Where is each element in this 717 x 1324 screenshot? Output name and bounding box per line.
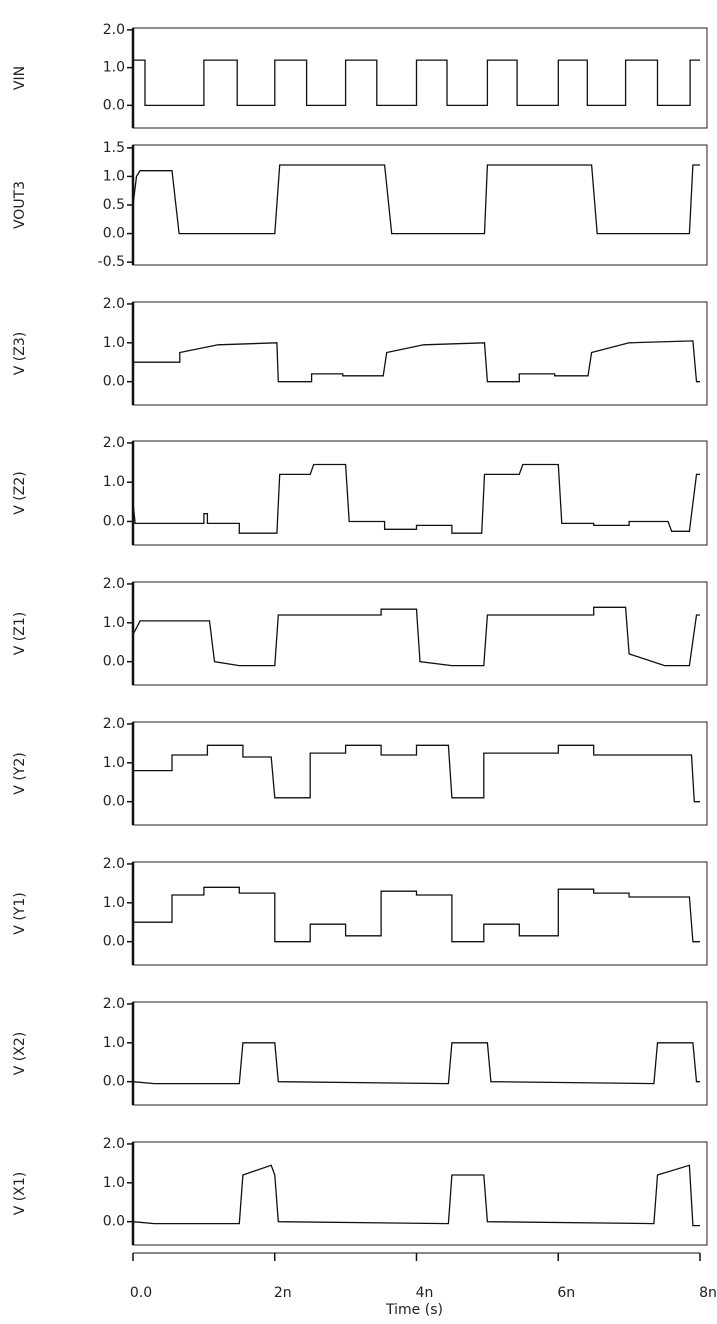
plot-frame (133, 722, 707, 825)
y-axis-label: V (Y2) (12, 752, 28, 794)
y-tick-label: 1.0 (103, 474, 125, 490)
plot-frame (133, 1142, 707, 1245)
x-tick-label: 6n (557, 1285, 575, 1301)
y-axis-label: V (Z3) (12, 332, 28, 375)
x-tick-label: 2n (274, 1285, 292, 1301)
y-axis-label: V (X1) (12, 1172, 28, 1215)
x-tick-label: 8n (699, 1285, 717, 1301)
x-axis-label: Time (s) (385, 1302, 443, 1318)
y-tick-label: 0.0 (103, 513, 125, 529)
y-axis-label: VOUT3 (12, 181, 28, 229)
plot-frame (133, 28, 707, 128)
y-tick-label: 2.0 (103, 22, 125, 38)
plot-frame (133, 582, 707, 685)
y-tick-label: 2.0 (103, 435, 125, 451)
waveform (133, 887, 700, 941)
y-tick-label: 0.0 (103, 1074, 125, 1090)
y-tick-label: 1.0 (103, 168, 125, 184)
x-tick-label: 4n (416, 1285, 434, 1301)
y-tick-label: 1.0 (103, 60, 125, 76)
plot-frame (133, 145, 707, 265)
waveform (133, 745, 700, 801)
y-tick-label: 1.0 (103, 615, 125, 631)
y-tick-label: 0.0 (103, 654, 125, 670)
y-axis-label: V (X2) (12, 1032, 28, 1075)
y-axis-label: V (Y1) (12, 892, 28, 934)
y-tick-label: 2.0 (103, 856, 125, 872)
x-tick-label: 0.0 (130, 1285, 152, 1301)
y-tick-label: 1.0 (103, 1035, 125, 1051)
y-tick-label: 1.0 (103, 895, 125, 911)
y-tick-label: 0.0 (103, 934, 125, 950)
y-tick-label: 0.0 (103, 97, 125, 113)
y-tick-label: 0.0 (103, 374, 125, 390)
plot-frame (133, 862, 707, 965)
y-axis-label: VIN (12, 66, 28, 90)
chart: 2.0 1.0 0.0 VIN 1.5 1.0 0.5 0.0 -0.5 VOUT3 2.0 1.0 0… (0, 0, 717, 1324)
waveform (133, 607, 700, 665)
y-tick-label: 1.5 (103, 140, 125, 156)
y-tick-label: 0.0 (103, 1214, 125, 1230)
plot-frame (133, 302, 707, 405)
y-tick-label: 0.0 (103, 226, 125, 242)
y-axis-label: V (Z1) (12, 612, 28, 655)
y-tick-label: 2.0 (103, 576, 125, 592)
y-tick-label: 2.0 (103, 1136, 125, 1152)
waveform (133, 60, 700, 105)
y-tick-label: 0.0 (103, 794, 125, 810)
waveform (133, 465, 700, 534)
waveform (133, 165, 700, 234)
y-tick-label: 0.5 (103, 197, 125, 213)
waveform (133, 1165, 700, 1225)
y-tick-label: 1.0 (103, 335, 125, 351)
y-axis-label: V (Z2) (12, 471, 28, 514)
y-tick-label: 2.0 (103, 716, 125, 732)
plot-frame (133, 1002, 707, 1105)
waveform (133, 1043, 700, 1084)
plot-frame (133, 441, 707, 545)
waveform (133, 341, 700, 382)
y-tick-label: 2.0 (103, 996, 125, 1012)
y-tick-label: 1.0 (103, 755, 125, 771)
y-tick-label: -0.5 (98, 254, 125, 270)
y-tick-label: 1.0 (103, 1175, 125, 1191)
y-tick-label: 2.0 (103, 296, 125, 312)
